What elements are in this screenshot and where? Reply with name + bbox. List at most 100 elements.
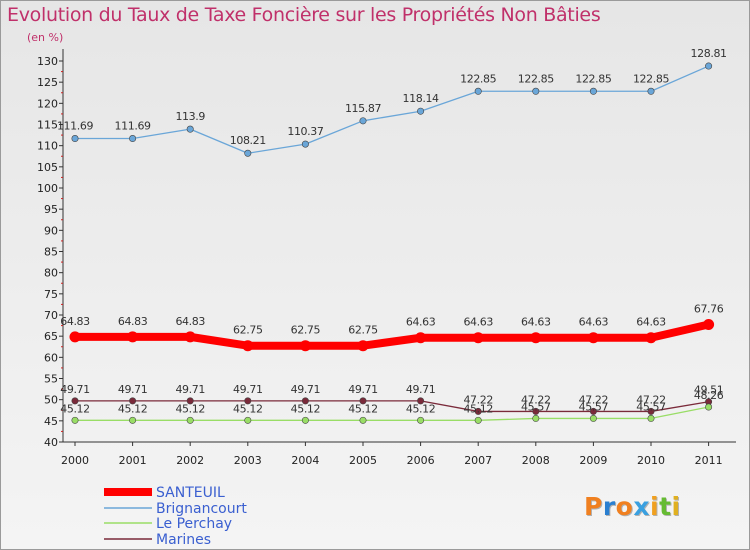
data-point [417,107,425,115]
x-tick-label: 2003 [234,454,262,467]
data-point [587,332,599,344]
data-point [186,125,194,133]
data-label: 111.69 [115,120,151,133]
data-point [129,397,137,405]
data-point [705,403,713,411]
x-tick-label: 2004 [291,454,319,467]
data-label: 45.12 [175,402,205,415]
data-point [474,416,482,424]
y-tick-label: 125 [37,76,58,89]
data-point [417,416,425,424]
data-point [703,318,715,330]
y-tick-label: 65 [44,330,58,343]
data-point [359,117,367,125]
y-tick-label: 45 [44,415,58,428]
data-label: 108.21 [230,134,266,147]
chart-title: Evolution du Taux de Taxe Foncière sur l… [7,4,601,26]
data-label: 122.85 [518,72,554,85]
data-label: 45.57 [636,400,666,413]
y-tick-label: 55 [44,373,58,386]
series-line-brignancourt [74,65,710,154]
data-point [645,332,657,344]
data-label: 64.83 [175,315,205,328]
data-label: 64.63 [579,316,609,329]
data-point [184,331,196,343]
y-tick-label: 110 [37,140,58,153]
proxiti-logo: Proxiti [584,492,681,521]
data-label: 47.22 [521,393,551,406]
data-point [244,397,252,405]
data-label: 115.87 [345,102,381,115]
chart-subtitle: (en %) [27,31,64,44]
data-label: 45.12 [60,402,90,415]
y-tick-label: 40 [44,436,58,449]
x-tick-label: 2007 [464,454,492,467]
data-label: 49.51 [694,384,724,397]
x-tick-label: 2010 [637,454,665,467]
y-tick-label: 115 [37,119,58,132]
data-label: 113.9 [175,110,205,123]
data-label: 111.69 [57,120,93,133]
data-label: 64.83 [118,315,148,328]
x-tick-label: 2005 [349,454,377,467]
data-point [186,397,194,405]
x-tick-label: 2002 [176,454,204,467]
data-label: 64.63 [463,316,493,329]
data-label: 49.71 [291,383,321,396]
y-tick-label: 120 [37,97,58,110]
data-point [589,414,597,422]
x-tick-label: 2000 [61,454,89,467]
series-line-santeuil [71,320,713,350]
data-label: 118.14 [403,92,439,105]
y-tick-label: 95 [44,203,58,216]
data-label: 49.71 [348,383,378,396]
data-label: 45.12 [463,402,493,415]
data-label: 47.22 [636,393,666,406]
data-point [242,340,254,352]
data-label: 64.83 [60,315,90,328]
data-point [474,407,482,415]
data-point [705,62,713,70]
data-point [186,416,194,424]
data-label: 45.12 [348,402,378,415]
series-line-le-perchay [74,406,710,421]
data-point [301,140,309,148]
data-label: 64.63 [406,316,436,329]
legend-label: Le Perchay [156,516,232,532]
y-tick-label: 100 [37,182,58,195]
data-point [532,414,540,422]
x-tick-label: 2009 [579,454,607,467]
legend-label: Brignancourt [156,501,247,517]
data-point [71,135,79,143]
data-label: 62.75 [233,324,263,337]
data-point [299,340,311,352]
data-label: 49.71 [233,383,263,396]
legend-label: Marines [156,532,211,548]
data-point [357,340,369,352]
data-label: 122.85 [460,72,496,85]
data-label: 45.12 [118,402,148,415]
data-point [71,416,79,424]
data-label: 45.57 [579,400,609,413]
data-point [359,397,367,405]
data-point [472,332,484,344]
data-label: 48.26 [694,389,724,402]
y-tick-label: 90 [44,224,58,237]
data-point [69,331,81,343]
x-tick-label: 2006 [407,454,435,467]
data-point [647,407,655,415]
data-point [244,416,252,424]
data-label: 45.12 [406,402,436,415]
legend-label: SANTEUIL [156,485,225,501]
data-label: 122.85 [633,72,669,85]
x-tick-label: 2011 [695,454,723,467]
data-point [589,407,597,415]
data-label: 62.75 [291,324,321,337]
data-point [415,332,427,344]
data-point [301,397,309,405]
data-label: 49.71 [60,383,90,396]
data-label: 64.63 [636,316,666,329]
data-point [359,416,367,424]
y-tick-label: 105 [37,161,58,174]
data-point [417,397,425,405]
